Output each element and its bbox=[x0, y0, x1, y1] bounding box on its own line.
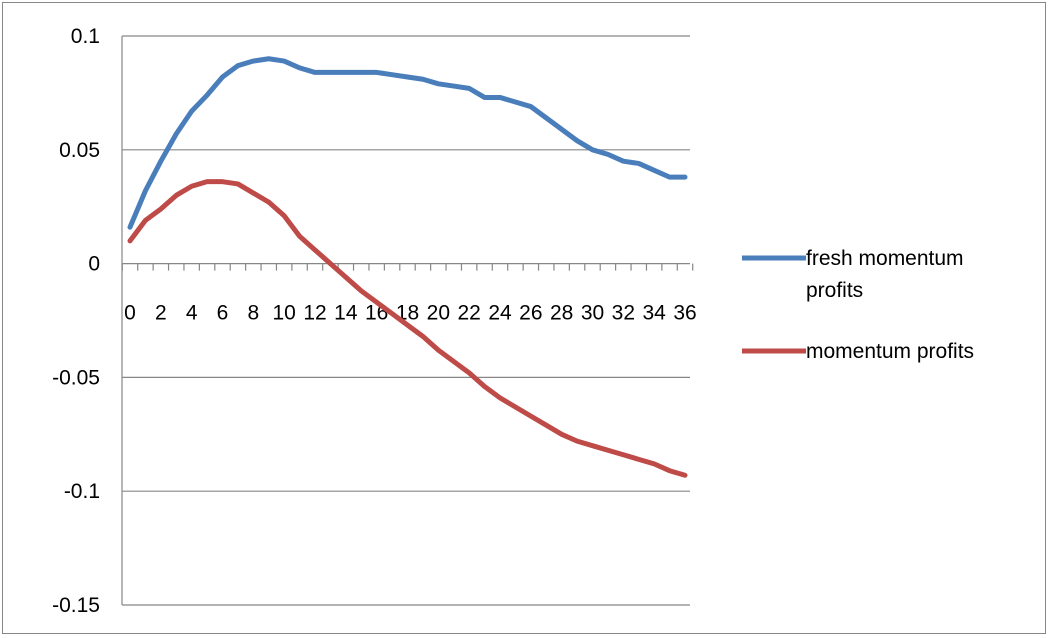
x-tick-label: 34 bbox=[642, 302, 666, 325]
x-axis-tick-labels: 0 2 4 6 8 10 12 14 16 18 20 22 24 26 28 30 32 34 36 bbox=[124, 302, 697, 325]
y-tick-label: -0.05 bbox=[52, 366, 100, 389]
x-tick-label: 30 bbox=[581, 302, 604, 325]
x-tick-label: 28 bbox=[550, 302, 573, 325]
x-tick-label: 26 bbox=[519, 302, 542, 325]
y-tick-label: 0.1 bbox=[71, 25, 100, 48]
x-tick-label: 32 bbox=[612, 302, 635, 325]
x-tick-label: 22 bbox=[457, 302, 480, 325]
x-tick-label: 6 bbox=[217, 302, 229, 325]
y-tick-label: -0.15 bbox=[52, 594, 100, 617]
x-tick-label: 0 bbox=[124, 302, 136, 325]
legend: fresh momentum profits momentum profits bbox=[742, 247, 974, 363]
legend-label: fresh momentum profits bbox=[806, 247, 964, 302]
series-line-1 bbox=[127, 56, 688, 230]
x-tick-label: 24 bbox=[488, 302, 512, 325]
y-tick-label: 0.05 bbox=[59, 139, 100, 162]
x-tick-label: 2 bbox=[155, 302, 167, 325]
series-lines bbox=[127, 56, 688, 478]
legend-label: momentum profits bbox=[806, 340, 974, 363]
x-tick-label: 36 bbox=[673, 302, 696, 325]
series-line-2 bbox=[127, 179, 688, 478]
x-tick-label: 20 bbox=[427, 302, 450, 325]
x-axis bbox=[121, 36, 694, 605]
x-tick-label: 8 bbox=[247, 302, 259, 325]
x-tick-label: 4 bbox=[186, 302, 198, 325]
y-tick-label: -0.1 bbox=[64, 480, 100, 503]
y-axis-tick-labels: 0.1 0.05 0 -0.05 -0.1 -0.15 bbox=[52, 25, 100, 617]
x-tick-label: 12 bbox=[303, 302, 326, 325]
x-tick-label: 10 bbox=[272, 302, 295, 325]
x-tick-label: 14 bbox=[334, 302, 358, 325]
y-tick-label: 0 bbox=[88, 253, 100, 276]
